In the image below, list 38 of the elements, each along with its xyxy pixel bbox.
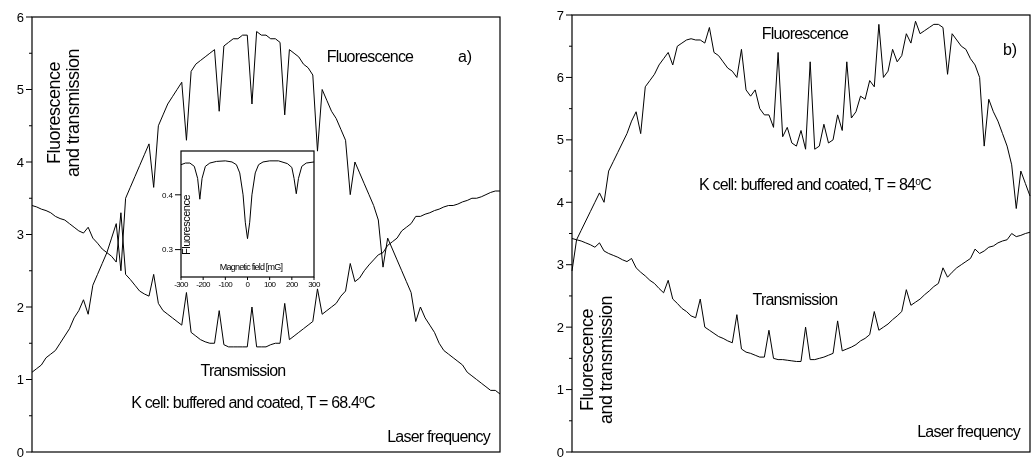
y-tick-label: 0 (556, 444, 564, 460)
y-tick-label: 7 (556, 7, 564, 23)
y-tick-label: 2 (556, 319, 564, 335)
text: b) (1002, 41, 1018, 58)
y-axis-title: Fluorescence (180, 194, 192, 256)
x-axis-title: Laser frequency (917, 423, 1021, 440)
x-tick-label: 0 (245, 280, 251, 290)
y-tick-label: 4 (16, 154, 24, 170)
y-tick-label: 5 (556, 132, 564, 148)
x-tick-label: -100 (218, 280, 234, 290)
annotation: K cell: buffered and coated, T = 84$^{o}$C (699, 175, 932, 193)
x-tick-label: -300 (174, 280, 189, 290)
x-axis-title: Magnetic field [mG] (219, 262, 283, 272)
y-tick-label: 0.4 (161, 190, 174, 200)
y-axis-title: Fluorescence and transmission (44, 48, 83, 178)
y-tick-label: 1 (556, 382, 564, 398)
text: a) (457, 48, 473, 65)
y-tick-label: 0 (16, 444, 24, 460)
series-label: Transmission (752, 291, 838, 308)
y-axis-title: Fluorescence and transmission (577, 295, 616, 425)
y-tick-label: 6 (556, 69, 564, 85)
y-tick-label: 5 (16, 82, 24, 98)
x-tick-label: 100 (263, 280, 277, 290)
y-tick-label: 0.3 (161, 245, 174, 255)
series-label: Fluorescence (326, 48, 415, 65)
x-axis-title: Laser frequency (387, 428, 491, 445)
y-tick-label: 6 (16, 9, 24, 25)
y-tick-label: 2 (16, 299, 24, 315)
y-tick-label: 4 (556, 194, 564, 210)
y-tick-label: 1 (16, 372, 24, 388)
series-label: Fluorescence (761, 25, 850, 42)
x-tick-label: 300 (308, 280, 321, 290)
series-label: Transmission (200, 362, 286, 379)
annotation: K cell: buffered and coated, T = 68.4$^{o}$C (131, 393, 376, 411)
x-tick-label: -200 (196, 280, 212, 290)
x-tick-label: 200 (286, 280, 299, 290)
y-tick-label: 3 (16, 227, 24, 243)
y-tick-label: 3 (556, 257, 564, 273)
